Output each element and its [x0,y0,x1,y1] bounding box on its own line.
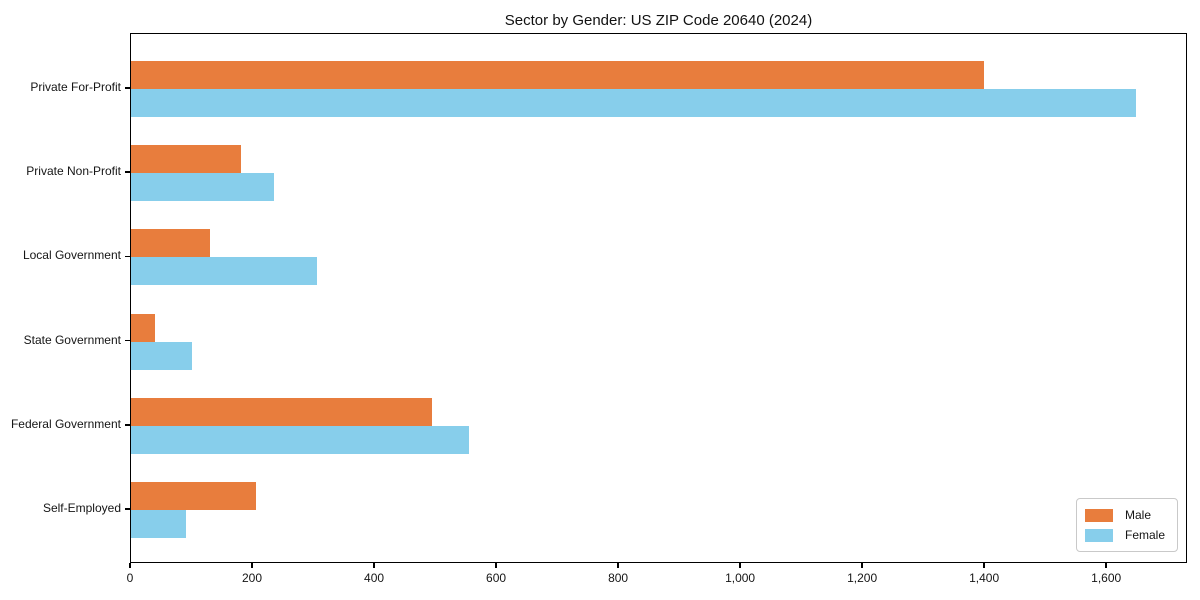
x-tick-mark [373,563,375,568]
legend-swatch-male-icon [1084,508,1113,522]
bar-female [131,425,469,454]
y-tick-label: Private Non-Profit [26,164,121,179]
bar-female [131,341,192,370]
bar-male [131,145,241,174]
legend-item-male: Male [1084,505,1165,525]
bar-male [131,61,984,89]
legend: Male Female [1075,498,1178,552]
legend-label: Female [1124,528,1165,542]
bar-female [131,173,275,202]
x-tick-mark [251,563,253,568]
x-tick-label: 1,600 [1091,571,1122,585]
x-tick-mark [617,563,619,568]
x-tick-label: 400 [364,571,385,585]
x-tick-label: 0 [126,571,134,585]
y-tick-mark [125,255,130,258]
bar-male [131,397,433,426]
plot-area: Male Female [130,33,1187,563]
y-tick-mark [125,87,130,89]
x-tick-mark [495,563,497,568]
legend-swatch-female-icon [1084,528,1113,542]
x-tick-label: 200 [242,571,263,585]
bar-female [131,89,1136,117]
x-tick-label: 600 [486,571,507,585]
bar-male [131,313,156,342]
x-tick-label: 1,200 [847,571,878,585]
y-tick-mark [125,424,130,426]
legend-label: Male [1124,508,1151,522]
y-tick-mark [125,508,130,510]
bar-female [131,257,317,286]
x-tick-mark [861,563,863,568]
x-tick-mark [739,563,741,568]
y-tick-label: Local Government [22,248,121,263]
y-tick-mark [125,339,130,342]
x-tick-mark [129,563,131,568]
y-tick-label: Private For-Profit [30,80,121,94]
x-tick-label: 1,400 [969,571,1000,585]
x-tick-label: 800 [608,571,629,585]
x-tick-mark [1105,563,1107,568]
bar-male [131,482,256,510]
legend-item-female: Female [1084,525,1165,545]
bar-female [131,510,186,538]
y-tick-mark [125,171,130,173]
x-tick-label: 1,000 [725,571,756,585]
bar-male [131,229,211,258]
y-tick-label: State Government [23,332,121,347]
chart-title: Sector by Gender: US ZIP Code 20640 (202… [504,12,813,29]
y-tick-label: Federal Government [10,416,121,431]
y-tick-label: Self-Employed [42,501,121,515]
x-tick-mark [983,563,985,568]
